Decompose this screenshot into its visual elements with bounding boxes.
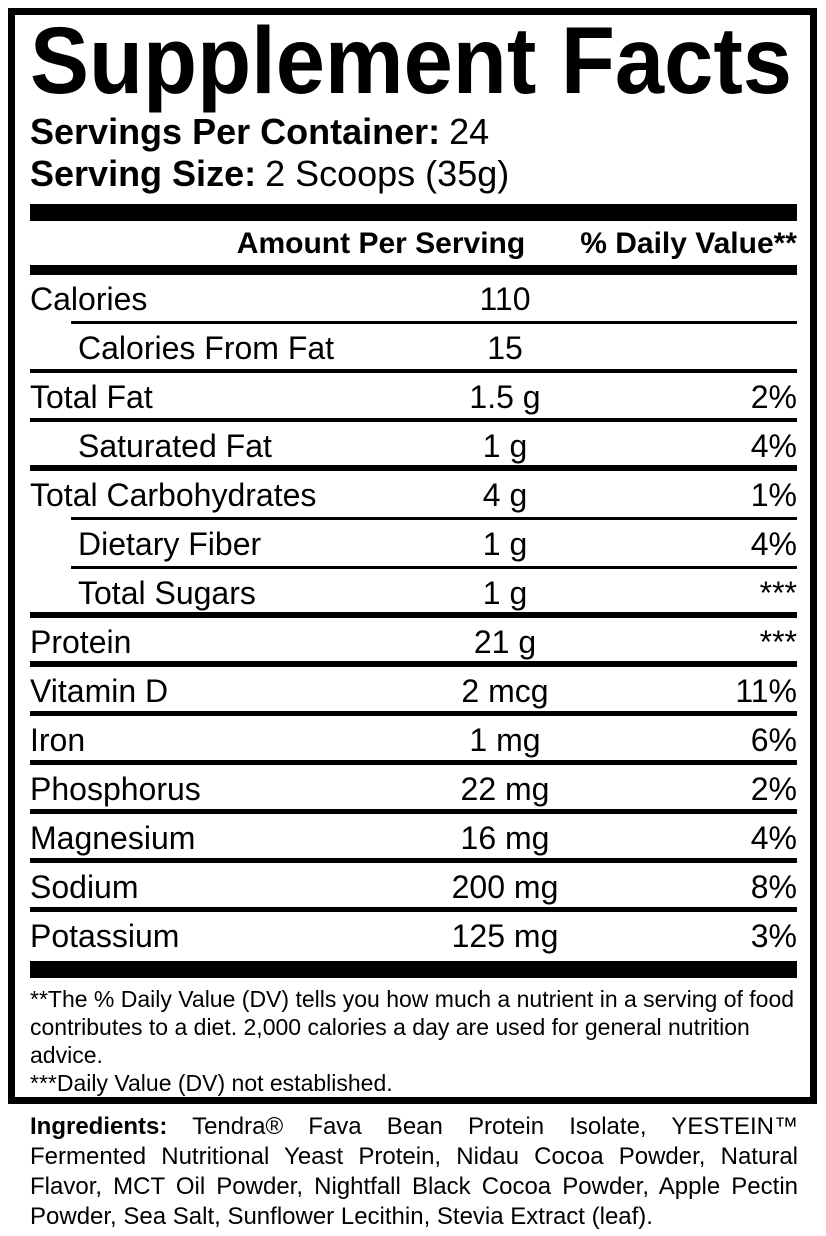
row-sodium: Sodium 200 mg 8% bbox=[30, 863, 797, 912]
nutrient-label: Total Carbohydrates bbox=[30, 477, 317, 513]
nutrient-daily-value: 6% bbox=[750, 722, 797, 758]
servings-per-container-line: Servings Per Container: 24 bbox=[30, 111, 797, 153]
row-separator bbox=[30, 858, 797, 863]
nutrient-daily-value: *** bbox=[759, 575, 797, 611]
nutrient-amount: 1 g bbox=[482, 428, 528, 464]
nutrient-daily-value: 11% bbox=[735, 673, 797, 709]
nutrient-amount: 4 g bbox=[482, 477, 528, 513]
nutrient-amount: 1 g bbox=[482, 575, 528, 611]
nutrient-daily-value: 4% bbox=[750, 820, 797, 856]
row-saturated-fat: Saturated Fat 1 g 4% bbox=[30, 422, 797, 471]
supplement-facts-box: Supplement Facts Servings Per Container:… bbox=[8, 8, 817, 1104]
table-header-row: Amount Per Serving % Daily Value** bbox=[30, 221, 797, 265]
amount-per-serving-header: Amount Per Serving bbox=[236, 227, 526, 260]
row-separator bbox=[30, 369, 797, 373]
nutrient-label: Vitamin D bbox=[30, 673, 169, 709]
nutrient-label: Magnesium bbox=[30, 820, 196, 856]
nutrient-amount: 1 mg bbox=[469, 722, 541, 758]
nutrient-label: Sodium bbox=[30, 869, 139, 905]
ingredients-text: Tendra® Fava Bean Protein Isolate, YESTE… bbox=[30, 1113, 799, 1230]
nutrient-label: Phosphorus bbox=[30, 771, 201, 807]
nutrient-label: Dietary Fiber bbox=[78, 526, 262, 562]
row-separator bbox=[30, 661, 797, 667]
row-phosphorus: Phosphorus 22 mg 2% bbox=[30, 765, 797, 814]
nutrient-amount: 15 bbox=[487, 330, 523, 366]
row-separator bbox=[30, 711, 797, 716]
nutrient-label: Total Sugars bbox=[78, 575, 256, 611]
nutrient-daily-value: *** bbox=[759, 624, 797, 660]
row-separator bbox=[30, 809, 797, 814]
header-rule bbox=[30, 265, 797, 275]
row-iron: Iron 1 mg 6% bbox=[30, 716, 797, 765]
nutrient-amount: 16 mg bbox=[460, 820, 550, 856]
not-established-footnote: ***Daily Value (DV) not established. bbox=[30, 1070, 393, 1096]
nutrient-label: Iron bbox=[30, 722, 86, 758]
row-total-carbohydrates: Total Carbohydrates 4 g 1% bbox=[30, 471, 797, 520]
footnote-section: **The % Daily Value (DV) tells you how m… bbox=[30, 978, 797, 1097]
row-protein: Protein 21 g *** bbox=[30, 618, 797, 667]
supplement-facts-title: Supplement Facts bbox=[30, 8, 792, 114]
row-separator bbox=[30, 612, 797, 618]
row-potassium: Potassium 125 mg 3% bbox=[30, 912, 797, 961]
nutrient-amount: 1.5 g bbox=[469, 379, 541, 415]
row-separator bbox=[30, 907, 797, 912]
servings-per-container-label: Servings Per Container: bbox=[30, 111, 441, 152]
nutrient-daily-value: 4% bbox=[750, 526, 797, 562]
row-calories-from-fat: Calories From Fat 15 bbox=[30, 324, 797, 373]
row-vitamin-d: Vitamin D 2 mcg 11% bbox=[30, 667, 797, 716]
row-total-fat: Total Fat 1.5 g 2% bbox=[30, 373, 797, 422]
nutrient-daily-value: 4% bbox=[750, 428, 797, 464]
separator-bar-top bbox=[30, 204, 797, 221]
nutrient-amount: 125 mg bbox=[451, 918, 559, 954]
row-separator bbox=[71, 517, 797, 520]
nutrient-amount: 2 mcg bbox=[461, 673, 549, 709]
row-separator bbox=[71, 321, 797, 324]
nutrient-label: Potassium bbox=[30, 918, 180, 954]
nutrient-daily-value: 1% bbox=[750, 477, 797, 513]
row-total-sugars: Total Sugars 1 g *** bbox=[30, 569, 797, 618]
nutrient-daily-value: 2% bbox=[750, 379, 797, 415]
nutrient-daily-value: 2% bbox=[750, 771, 797, 807]
row-magnesium: Magnesium 16 mg 4% bbox=[30, 814, 797, 863]
nutrient-label: Calories bbox=[30, 281, 148, 317]
row-separator bbox=[71, 566, 797, 569]
nutrient-daily-value: 8% bbox=[750, 869, 797, 905]
serving-size-line: Serving Size: 2 Scoops (35g) bbox=[30, 153, 797, 195]
daily-value-header: % Daily Value** bbox=[580, 227, 797, 260]
nutrient-amount: 200 mg bbox=[451, 869, 559, 905]
separator-bar-bottom bbox=[30, 961, 797, 978]
row-separator bbox=[30, 465, 797, 471]
row-separator bbox=[30, 760, 797, 765]
row-calories: Calories 110 bbox=[30, 275, 797, 324]
nutrient-amount: 21 g bbox=[473, 624, 537, 660]
nutrient-label: Saturated Fat bbox=[78, 428, 272, 464]
ingredients-section: Ingredients: Tendra® Fava Bean Protein I… bbox=[30, 1112, 798, 1232]
nutrient-amount: 22 mg bbox=[460, 771, 550, 807]
serving-size-value: 2 Scoops (35g) bbox=[265, 153, 510, 194]
nutrient-label: Calories From Fat bbox=[78, 330, 335, 366]
nutrient-amount: 1 g bbox=[482, 526, 528, 562]
row-dietary-fiber: Dietary Fiber 1 g 4% bbox=[30, 520, 797, 569]
row-separator bbox=[30, 418, 797, 422]
nutrient-label: Protein bbox=[30, 624, 132, 660]
ingredients-label: Ingredients: bbox=[30, 1113, 168, 1140]
title-text: Supplement Facts bbox=[30, 8, 792, 114]
nutrient-amount: 110 bbox=[479, 281, 531, 317]
serving-size-label: Serving Size: bbox=[30, 153, 257, 194]
servings-per-container-value: 24 bbox=[449, 111, 490, 152]
nutrient-label: Total Fat bbox=[30, 379, 153, 415]
nutrient-daily-value: 3% bbox=[750, 918, 797, 954]
daily-value-footnote: **The % Daily Value (DV) tells you how m… bbox=[30, 986, 795, 1068]
